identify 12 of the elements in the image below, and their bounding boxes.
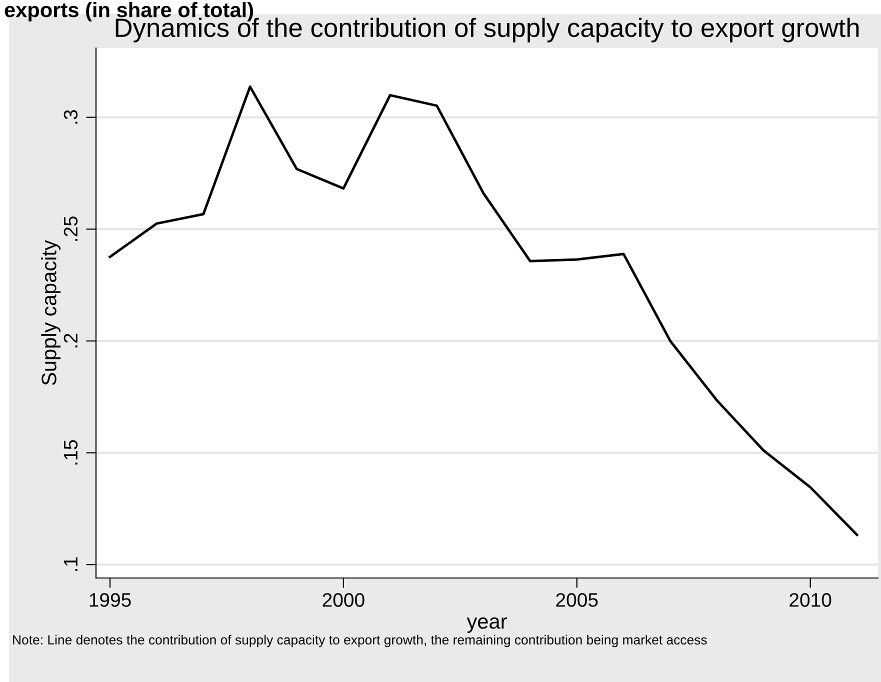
- x-tick-label: 1995: [90, 593, 131, 607]
- y-axis-title: Supply capacity: [41, 240, 61, 386]
- y-tick-label: .3: [64, 110, 78, 124]
- y-tick-label: .25: [64, 216, 78, 241]
- y-tick-label: .15: [64, 440, 78, 465]
- text: Note: Line denotes the contribution of supply capacity to export growth, the remaining contribution being market access: [13, 634, 707, 648]
- x-tick-label: 2005: [556, 593, 598, 607]
- y-tick-label: .1: [64, 557, 78, 571]
- x-axis-title: year: [466, 617, 507, 633]
- y-tick-label: .2: [64, 334, 78, 348]
- x-tick-label: 2000: [322, 593, 364, 607]
- x-tick-label: 2010: [790, 593, 832, 607]
